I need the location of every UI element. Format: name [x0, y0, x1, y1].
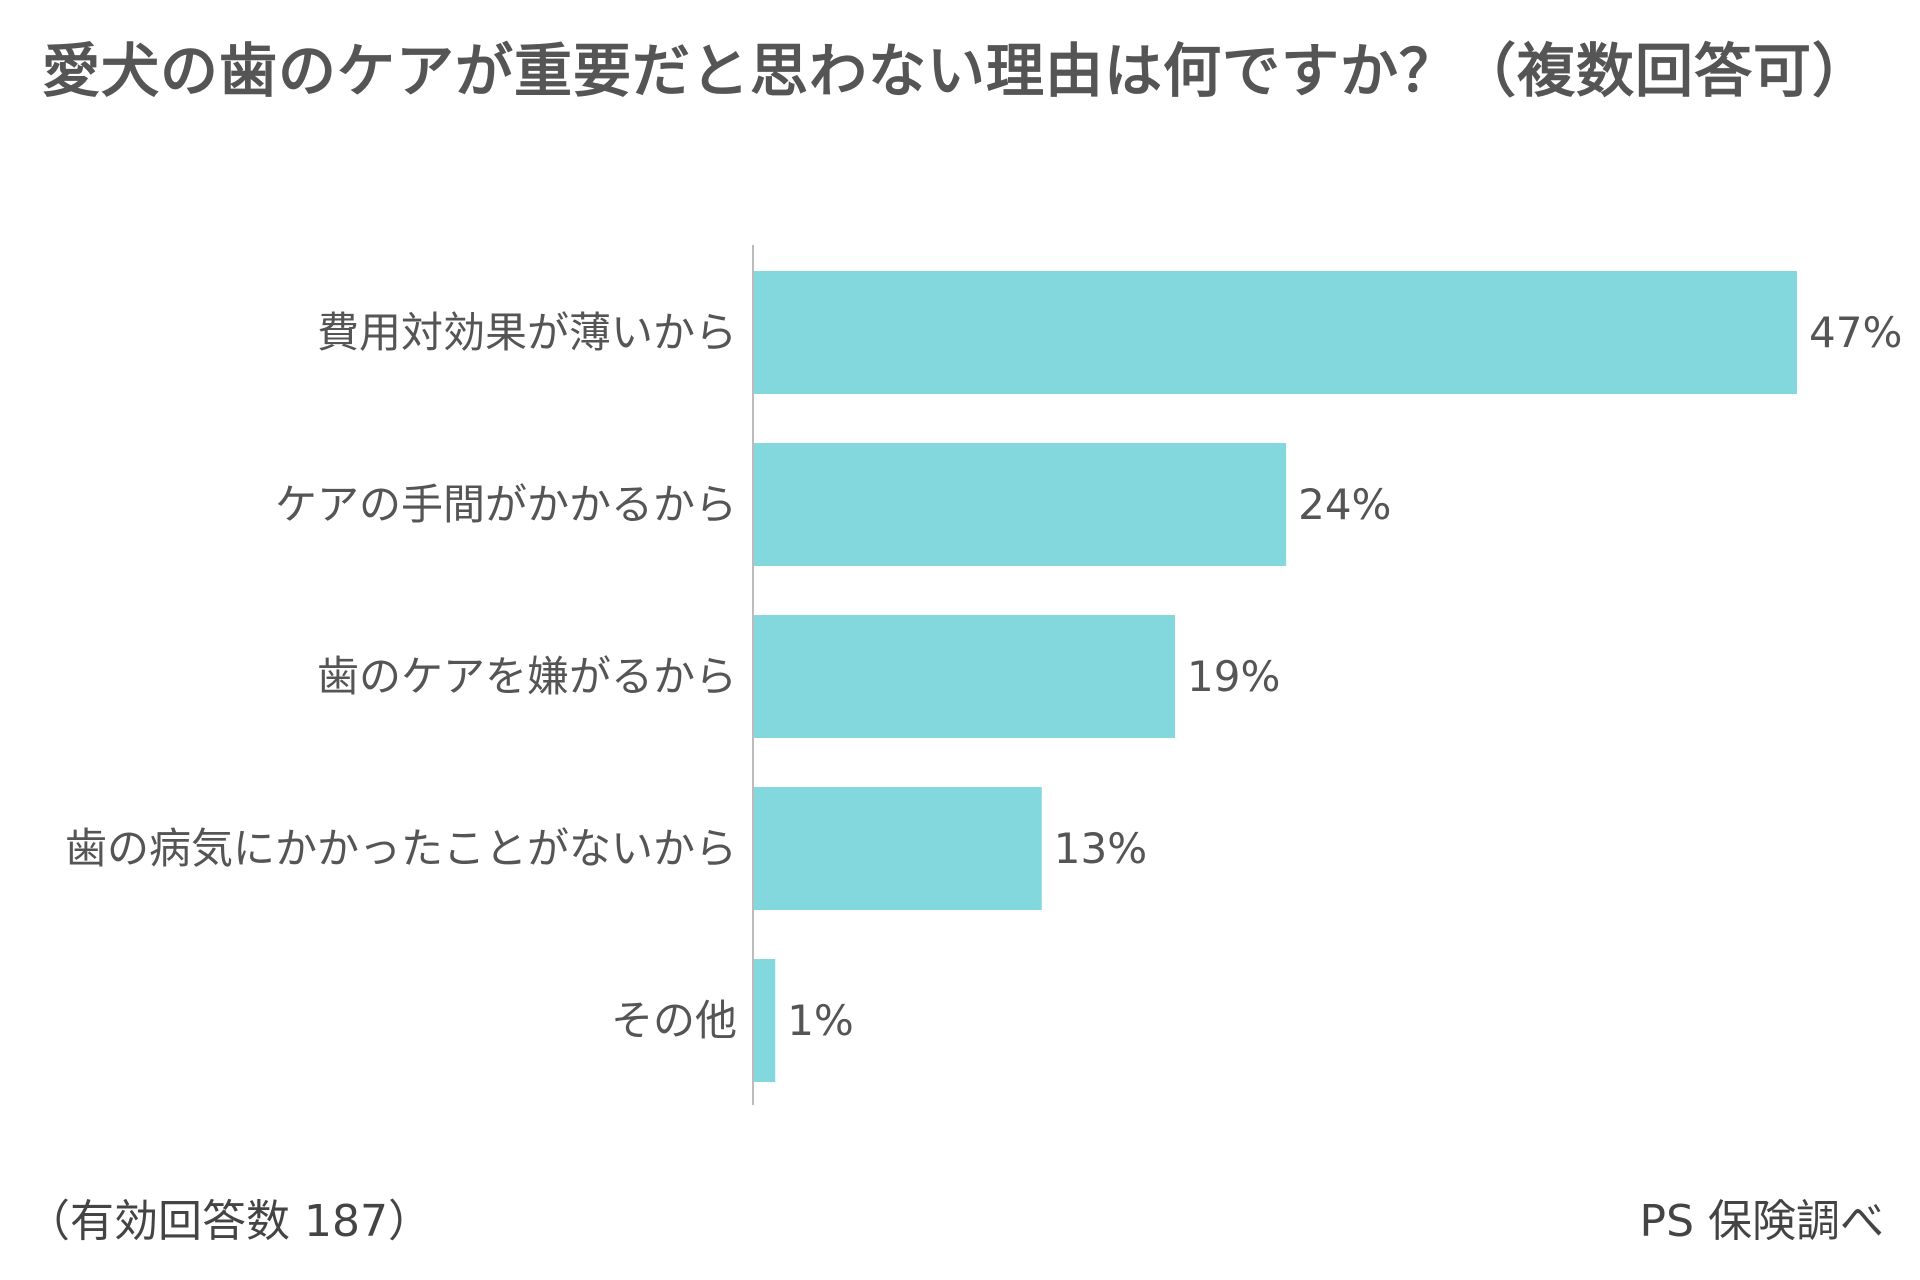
source-credit: PS 保険調べ [1639, 1196, 1884, 1247]
value-label-4: 13% [1054, 824, 1147, 873]
category-label-3: 歯のケアを嫌がるから [317, 652, 737, 701]
bar-4 [753, 787, 1042, 910]
value-label-1: 47% [1809, 308, 1902, 357]
value-label-5: 1% [787, 996, 854, 1045]
value-label-2: 24% [1298, 480, 1391, 529]
bar-3 [753, 615, 1176, 738]
bar-2 [753, 443, 1287, 566]
value-label-3: 19% [1187, 652, 1280, 701]
category-label-2: ケアの手間がかかるから [275, 480, 737, 529]
bars-layer: 費用対効果が薄いから 47% ケアの手間がかかるから 24% 歯のケアを嫌がるから 19%… [65, 271, 1902, 1082]
chart-title: 愛犬の歯のケアが重要だと思わない理由は何ですか？（複数回答可） [42, 37, 1872, 105]
bar-1 [753, 271, 1797, 394]
bar-5 [753, 959, 776, 1082]
category-label-4: 歯の病気にかかったことがないから [65, 824, 737, 873]
response-count-note: （有効回答数 187） [26, 1196, 432, 1247]
category-label-5: その他 [611, 996, 737, 1045]
category-label-1: 費用対効果が薄いから [317, 308, 737, 357]
